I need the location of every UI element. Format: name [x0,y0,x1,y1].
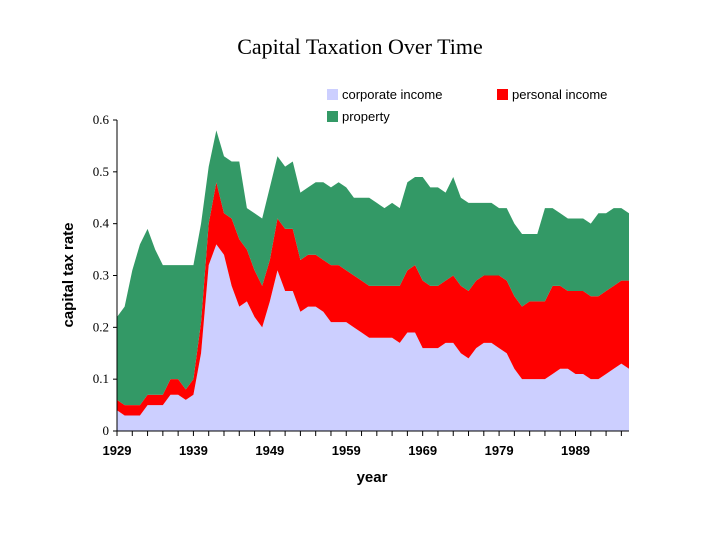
y-axis-label: capital tax rate [60,222,77,327]
legend-swatch-property [327,111,338,122]
plot-areas [117,130,629,431]
y-tick-label: 0 [103,423,110,438]
x-tick-label: 1969 [408,443,437,458]
y-tick-label: 0.5 [93,164,109,179]
x-axis-label: year [357,469,388,486]
x-tick-label: 1939 [179,443,208,458]
y-tick-label: 0.1 [93,371,109,386]
y-tick-label: 0.2 [93,319,109,334]
y-tick-label: 0.4 [93,216,110,231]
x-tick-label: 1929 [103,443,132,458]
legend-label-personal-income: personal income [512,87,607,102]
x-tick-label: 1979 [485,443,514,458]
axes: 0 0.1 0.2 0.3 0.4 0.5 0.6 1929 1939 1949 1959 1969 1… [93,112,629,458]
y-tick-label: 0.6 [93,112,110,127]
legend-swatch-corporate-income [327,89,338,100]
legend-swatch-personal-income [497,89,508,100]
area-personal-income [117,182,629,416]
chart-title: Capital Taxation Over Time [237,34,483,59]
legend-label-corporate-income: corporate income [342,87,442,102]
y-tick-label: 0.3 [93,268,109,283]
legend-label-property: property [342,109,390,124]
legend: corporate income personal income property [327,87,607,124]
x-tick-label: 1989 [561,443,590,458]
x-tick-label: 1949 [255,443,284,458]
area-property [117,130,629,406]
x-tick-label: 1959 [332,443,361,458]
